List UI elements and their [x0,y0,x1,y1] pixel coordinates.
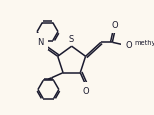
Text: O: O [111,21,118,30]
Text: O: O [82,86,89,95]
Text: methyl: methyl [134,40,154,46]
Text: N: N [37,38,43,47]
Text: S: S [68,35,74,44]
Text: O: O [126,41,132,50]
